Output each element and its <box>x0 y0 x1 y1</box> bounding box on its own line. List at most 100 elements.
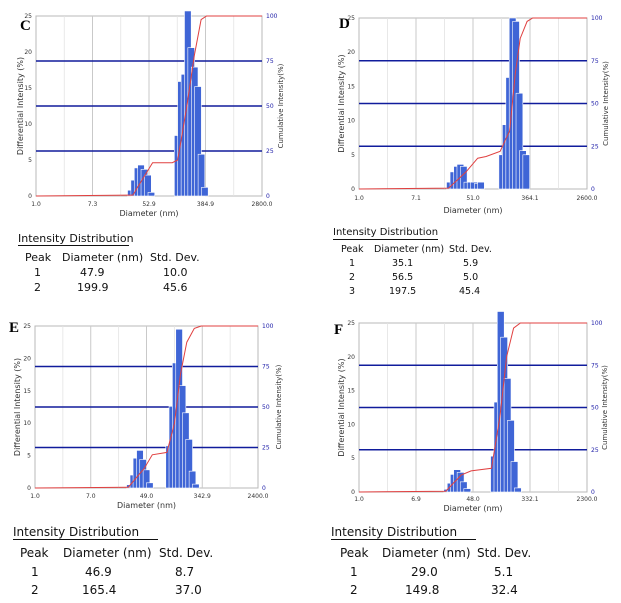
y2-tick-label: 100 <box>591 320 603 327</box>
y2-tick-label: 75 <box>591 58 599 65</box>
cumulative-line <box>34 325 258 489</box>
bar <box>477 181 485 190</box>
x-tick-label: 2800.0 <box>252 201 273 208</box>
y2-tick-label: 50 <box>262 404 270 411</box>
table-d-title: Intensity Distribution <box>333 227 439 238</box>
y2-tick-label: 0 <box>591 186 595 193</box>
bar <box>510 461 519 493</box>
y-tick-label: 15 <box>347 388 355 395</box>
x-axis-title: Diameter (nm) <box>444 206 503 215</box>
table-d-header-peak: Peak <box>341 244 364 255</box>
table-d-header-std: Std. Dev. <box>449 244 492 255</box>
x-tick-label: 7.0 <box>86 493 96 500</box>
table-e-title: Intensity Distribution <box>13 525 140 539</box>
bar <box>192 483 200 489</box>
table-e-cell-diameter: 46.9 <box>85 565 112 579</box>
y2-tick-label: 50 <box>591 405 599 412</box>
table-d-cell-std: 5.9 <box>463 258 479 269</box>
chart-f-svg: 0 5 10 15 20 25 0 25 50 75 100 1.0 6.9 48.0 332.1 2300.… <box>334 311 609 513</box>
y2-tick-label: 50 <box>266 103 274 110</box>
y-tick-label: 0 <box>351 489 355 496</box>
panel-d: 0 5 10 15 20 25 0 25 50 75 100 1.0 7.1 51.0 364.1 2600.… <box>325 0 621 222</box>
y2-axis-title: Cumulative Intensity(%) <box>275 364 283 449</box>
table-c-header-peak: Peak <box>25 251 52 264</box>
y2-tick-label: 100 <box>591 15 603 22</box>
bar <box>514 487 522 493</box>
y-tick-label: 25 <box>23 323 31 330</box>
y-tick-label: 15 <box>347 83 355 90</box>
y-tick-label: 0 <box>28 193 32 200</box>
table-d-cell-peak: 2 <box>349 272 356 283</box>
table-c-header-diameter: Diameter (nm) <box>62 251 144 264</box>
x-tick-label: 332.1 <box>521 496 538 503</box>
x-tick-label: 2400.0 <box>248 493 269 500</box>
x-tick-label: 49.0 <box>140 493 154 500</box>
y-tick-label: 15 <box>24 85 32 92</box>
table-f-header-peak: Peak <box>340 546 369 560</box>
table-d-header-diameter: Diameter (nm) <box>374 244 445 255</box>
y-axis-title: Differential Intensity (%) <box>337 358 346 456</box>
table-c-cell-peak: 2 <box>34 281 41 294</box>
y-tick-label: 5 <box>27 453 31 460</box>
y-axis-title: Differential Intensity (%) <box>13 358 22 456</box>
table-e-cell-peak: 1 <box>31 565 39 579</box>
chart-d-svg: 0 5 10 15 20 25 0 25 50 75 100 1.0 7.1 51.0 364.1 2600.… <box>337 15 610 215</box>
panel-label: F <box>334 322 343 338</box>
table-c-title-underline <box>18 245 129 246</box>
y-tick-label: 20 <box>24 49 32 56</box>
panel-f: 0 5 10 15 20 25 0 25 50 75 100 1.0 6.9 48.0 332.1 2300.… <box>325 310 621 520</box>
y-tick-label: 10 <box>347 118 355 125</box>
x-tick-label: 48.0 <box>466 496 480 503</box>
table-e-cell-peak: 2 <box>31 583 39 597</box>
x-tick-label: 7.3 <box>88 201 98 208</box>
y-axis-title: Differential Intensity (%) <box>16 57 25 155</box>
y-tick-label: 25 <box>347 320 355 327</box>
y-tick-label: 10 <box>23 420 31 427</box>
table-f-cell-peak: 1 <box>350 565 358 579</box>
table-f-title-underline <box>331 539 476 540</box>
bar <box>201 187 209 197</box>
x-tick-label: 364.1 <box>521 195 538 202</box>
y-tick-label: 25 <box>24 13 32 20</box>
x-axis-title: Diameter (nm) <box>444 504 503 513</box>
y2-tick-label: 25 <box>262 445 270 452</box>
cumulative-line <box>358 322 587 493</box>
table-f-cell-diameter: 29.0 <box>411 565 438 579</box>
table-e-header-std: Std. Dev. <box>159 546 214 560</box>
panel-c: 0 5 10 15 20 25 0 25 50 75 100 1.0 7.3 52.9 384.9 2800.… <box>0 0 300 222</box>
y-tick-label: 5 <box>351 455 355 462</box>
chart-e-svg: 0 5 10 15 20 25 0 25 50 75 100 1.0 7.0 49.0 342.9 2400.… <box>9 320 283 510</box>
table-f-title: Intensity Distribution <box>331 525 458 539</box>
x-axis-title: Diameter (nm) <box>117 501 176 510</box>
bar <box>146 482 154 489</box>
y2-tick-label: 0 <box>266 193 270 200</box>
y2-axis-title: Cumulative Intensity(%) <box>277 63 285 148</box>
table-f-header-diameter: Diameter (nm) <box>382 546 471 560</box>
table-e-title-underline <box>13 539 158 540</box>
x-tick-label: 7.1 <box>411 195 421 202</box>
x-axis-title: Diameter (nm) <box>120 209 179 218</box>
table-d-cell-std: 45.4 <box>459 286 481 297</box>
table-f-cell-peak: 2 <box>350 583 358 597</box>
y-tick-label: 10 <box>24 121 32 128</box>
y2-tick-label: 25 <box>591 447 599 454</box>
cumulative-line <box>35 15 262 197</box>
table-e-header-peak: Peak <box>20 546 49 560</box>
bar <box>463 488 472 493</box>
y2-tick-label: 100 <box>266 13 278 20</box>
table-c-cell-diameter: 47.9 <box>80 266 105 279</box>
y2-tick-label: 50 <box>591 101 599 108</box>
y2-tick-label: 100 <box>262 323 274 330</box>
table-e-cell-std: 8.7 <box>175 565 195 579</box>
table-d-title-underline <box>333 239 438 240</box>
table-c-cell-diameter: 199.9 <box>77 281 109 294</box>
y-tick-label: 5 <box>351 152 355 159</box>
table-c-cell-std: 10.0 <box>163 266 188 279</box>
y2-tick-label: 25 <box>266 148 274 155</box>
table-f-cell-diameter: 149.8 <box>405 583 440 597</box>
y2-tick-label: 25 <box>591 143 599 150</box>
y2-tick-label: 75 <box>266 58 274 65</box>
x-tick-label: 1.0 <box>354 496 364 503</box>
x-tick-label: 6.9 <box>411 496 421 503</box>
table-d-cell-diameter: 56.5 <box>392 272 414 283</box>
